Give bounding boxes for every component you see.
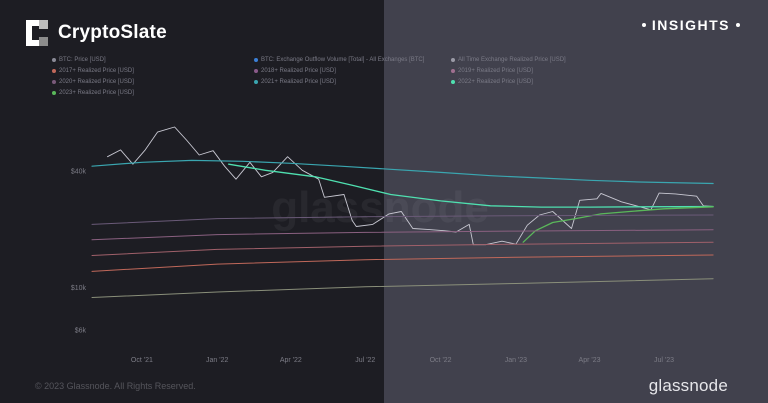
legend-label: All Time Exchange Realized Price [USD] [458,57,566,63]
legend-label: 2023+ Realized Price [USD] [59,90,134,96]
y-tick-label: $40k [71,168,87,175]
x-tick-label: Oct '22 [430,357,452,364]
x-tick-label: Jul '23 [654,357,674,364]
series-line-2023-realized-price-usd [522,206,714,243]
series-line-2017-realized-price-usd [91,254,714,272]
y-tick-label: $10k [71,285,87,292]
legend-entry: 2023+ Realized Price [USD] [52,90,134,96]
legend-swatch [451,80,455,84]
legend-entry: BTC: Price [USD] [52,57,106,63]
legend-label: BTC: Exchange Outflow Volume [Total] - A… [261,57,425,63]
x-tick-label: Jul '22 [355,357,375,364]
glassnode-brand: glassnode [648,376,728,395]
legend-swatch [52,69,56,73]
legend-swatch [451,58,455,62]
x-tick-label: Apr '22 [280,357,302,364]
legend-swatch [52,58,56,62]
series-line-2021-realized-price-usd [91,159,714,185]
copyright-text: © 2023 Glassnode. All Rights Reserved. [35,381,196,391]
watermark-text: glassnode [271,183,489,232]
left-panel [0,0,384,403]
x-tick-label: Jan '23 [505,357,527,364]
legend-label: 2021+ Realized Price [USD] [261,79,336,85]
y-tick-label: $6k [75,328,87,335]
bullet-icon [641,23,646,27]
legend-entry: 2021+ Realized Price [USD] [254,79,336,85]
series-line-2020-realized-price-usd [91,214,714,225]
legend-label: 2019+ Realized Price [USD] [458,68,533,74]
legend-swatch [52,91,56,95]
series-line-all-time-exchange-realized-price-usd [91,278,714,298]
logo-text: CryptoSlate [58,22,167,43]
legend-entry: 2019+ Realized Price [USD] [451,68,533,74]
legend-entry: 2017+ Realized Price [USD] [52,68,134,74]
insights-label: INSIGHTS [651,17,730,33]
legend-label: 2017+ Realized Price [USD] [59,68,134,74]
x-tick-label: Oct '21 [131,357,153,364]
legend-label: 2018+ Realized Price [USD] [261,68,336,74]
insights-tag: INSIGHTS [636,17,746,33]
legend-swatch [254,80,258,84]
cryptoslate-logo: CryptoSlate [26,20,167,46]
legend-entry: 2018+ Realized Price [USD] [254,68,336,74]
series-line-2022-realized-price-usd [228,163,714,208]
cryptoslate-logo-icon [26,20,48,46]
legend-swatch [52,80,56,84]
legend-entry: BTC: Exchange Outflow Volume [Total] - A… [254,57,424,63]
series-line-2018-realized-price-usd [91,241,714,256]
legend-label: 2020+ Realized Price [USD] [59,79,134,85]
x-tick-label: Apr '23 [579,357,601,364]
legend-swatch [254,69,258,73]
legend-swatch [451,69,455,73]
series-line-btc-price-usd [107,126,714,246]
legend-entry: All Time Exchange Realized Price [USD] [451,57,566,63]
bullet-icon [736,23,740,27]
legend-label: BTC: Price [USD] [59,57,106,63]
series-line-2019-realized-price-usd [91,229,714,241]
legend-entry: 2020+ Realized Price [USD] [52,79,134,85]
legend-label: 2022+ Realized Price [USD] [458,79,533,85]
legend-entry: 2022+ Realized Price [USD] [451,79,533,85]
x-tick-label: Jan '22 [206,357,228,364]
legend-swatch [254,58,258,62]
